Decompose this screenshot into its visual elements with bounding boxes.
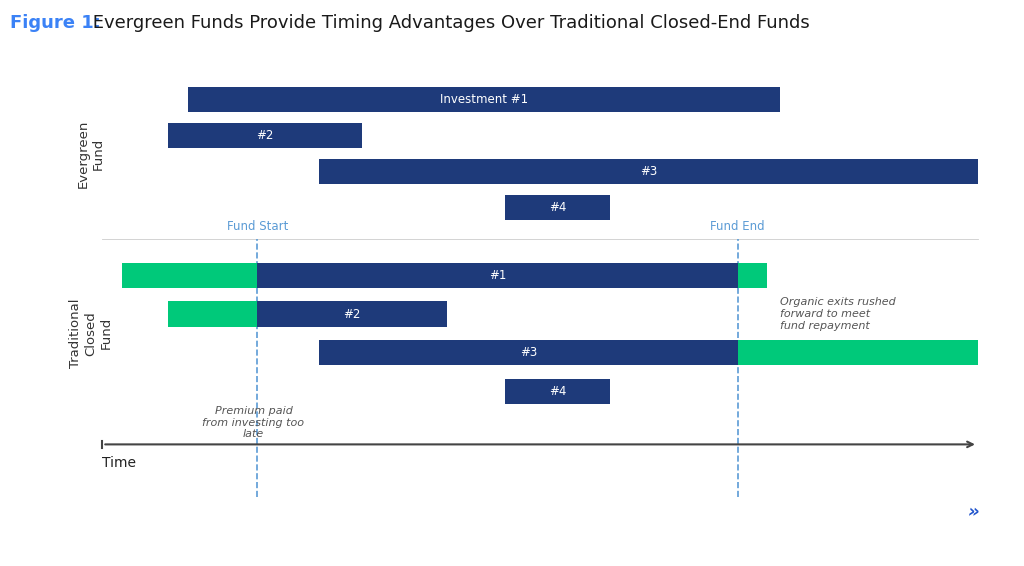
Text: Traditional
Closed
Fund: Traditional Closed Fund — [70, 299, 113, 368]
Bar — [505, 195, 610, 220]
Bar — [737, 340, 978, 365]
Bar — [168, 302, 257, 327]
Text: #3: #3 — [640, 165, 657, 178]
Text: Investment #1: Investment #1 — [440, 93, 528, 106]
Text: Organic exits rushed
forward to meet
fund repayment: Organic exits rushed forward to meet fun… — [780, 298, 896, 331]
Text: #3: #3 — [520, 346, 538, 359]
Bar — [187, 87, 780, 112]
Bar — [505, 379, 610, 404]
Bar — [737, 263, 767, 288]
Text: Fund End: Fund End — [711, 220, 765, 233]
Bar — [319, 159, 978, 184]
Bar — [168, 123, 361, 148]
Bar — [257, 302, 447, 327]
Bar — [319, 340, 737, 365]
Bar — [257, 263, 737, 288]
Text: #4: #4 — [549, 201, 566, 215]
Text: Evergreen Funds Provide Timing Advantages Over Traditional Closed-End Funds: Evergreen Funds Provide Timing Advantage… — [87, 14, 810, 32]
Text: Fund Start: Fund Start — [226, 220, 288, 233]
Text: #4: #4 — [549, 385, 566, 398]
Text: Figure 1:: Figure 1: — [10, 14, 101, 32]
Text: #2: #2 — [343, 307, 360, 320]
Text: Evergreen
Fund: Evergreen Fund — [77, 119, 104, 188]
Bar — [122, 263, 257, 288]
Text: Time: Time — [102, 456, 136, 470]
Text: Premium paid
from investing too
late: Premium paid from investing too late — [203, 406, 304, 439]
Text: #1: #1 — [488, 269, 506, 282]
Text: #2: #2 — [256, 129, 273, 142]
Text: »: » — [968, 503, 980, 521]
